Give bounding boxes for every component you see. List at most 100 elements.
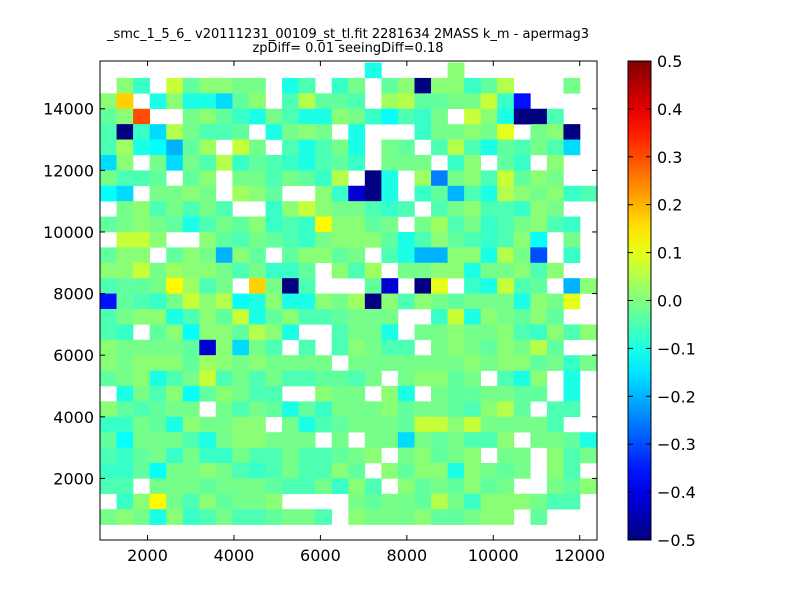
heatmap-cell <box>216 294 233 310</box>
heatmap-cell <box>497 294 514 310</box>
heatmap-cell <box>481 140 498 156</box>
heatmap-cell <box>282 309 299 325</box>
heatmap-cell <box>216 386 233 402</box>
heatmap-cell <box>249 109 266 125</box>
heatmap-cell <box>348 124 365 140</box>
heatmap-cell <box>381 217 398 233</box>
heatmap-cell <box>332 186 349 202</box>
heatmap-cell <box>282 170 299 186</box>
heatmap-cell <box>117 448 134 464</box>
heatmap-cell <box>183 278 200 294</box>
heatmap-cell <box>100 294 117 310</box>
heatmap-cell <box>299 309 316 325</box>
heatmap-cell <box>497 140 514 156</box>
heatmap-cell <box>464 294 481 310</box>
heatmap-cell <box>414 463 431 479</box>
heatmap-cell <box>497 309 514 325</box>
heatmap-cell <box>266 324 283 340</box>
heatmap-cell <box>464 448 481 464</box>
heatmap-cell <box>431 140 448 156</box>
heatmap-cell <box>100 186 117 202</box>
heatmap-cell <box>497 463 514 479</box>
heatmap-cell <box>381 324 398 340</box>
heatmap-cell <box>547 417 564 433</box>
heatmap-cell <box>299 247 316 263</box>
heatmap-cell <box>249 217 266 233</box>
heatmap-cell <box>266 463 283 479</box>
heatmap-cell <box>100 124 117 140</box>
heatmap-cell <box>216 93 233 109</box>
heatmap-cell <box>100 324 117 340</box>
heatmap-cell <box>530 263 547 279</box>
heatmap-cell <box>100 109 117 125</box>
heatmap-cell <box>199 478 216 494</box>
heatmap-cell <box>414 217 431 233</box>
heatmap-cell <box>266 401 283 417</box>
heatmap-cell <box>249 78 266 94</box>
heatmap-cell <box>431 124 448 140</box>
heatmap-cell <box>183 448 200 464</box>
heatmap-cell <box>448 155 465 171</box>
heatmap-cell <box>530 324 547 340</box>
heatmap-cell <box>133 371 150 387</box>
heatmap-cell <box>183 386 200 402</box>
heatmap-cell <box>431 509 448 525</box>
heatmap-cell <box>249 478 266 494</box>
heatmap-cell <box>514 109 531 125</box>
heatmap-cell <box>266 170 283 186</box>
heatmap-cell <box>249 340 266 356</box>
heatmap-cell <box>299 232 316 248</box>
heatmap-cell <box>282 401 299 417</box>
heatmap-cell <box>448 417 465 433</box>
heatmap-cell <box>282 371 299 387</box>
heatmap-cell <box>398 401 415 417</box>
heatmap-cell <box>232 232 249 248</box>
heatmap-cell <box>133 201 150 217</box>
heatmap-cell <box>514 340 531 356</box>
heatmap-cell <box>448 494 465 510</box>
heatmap-cell <box>497 247 514 263</box>
heatmap-cell <box>266 371 283 387</box>
heatmap-cell <box>348 294 365 310</box>
heatmap-cell <box>150 309 167 325</box>
heatmap-cell <box>348 217 365 233</box>
heatmap-cell <box>381 294 398 310</box>
heatmap-cell <box>464 355 481 371</box>
heatmap-cell <box>249 309 266 325</box>
heatmap-cell <box>232 355 249 371</box>
heatmap-cell <box>563 386 580 402</box>
heatmap-cell <box>381 463 398 479</box>
heatmap-cell <box>431 340 448 356</box>
heatmap-cell <box>299 417 316 433</box>
heatmap-cell <box>381 432 398 448</box>
heatmap-cell <box>315 386 332 402</box>
heatmap-cell <box>365 324 382 340</box>
heatmap-cell <box>133 432 150 448</box>
heatmap-cell <box>514 93 531 109</box>
heatmap-cell <box>232 478 249 494</box>
heatmap-cell <box>216 448 233 464</box>
heatmap-cell <box>249 155 266 171</box>
heatmap-cell <box>365 186 382 202</box>
heatmap-cell <box>199 278 216 294</box>
heatmap-cell <box>563 78 580 94</box>
y-tick-label: 6000 <box>53 346 94 365</box>
heatmap-cell <box>381 494 398 510</box>
heatmap-cell <box>150 93 167 109</box>
heatmap-cell <box>530 340 547 356</box>
heatmap-cell <box>266 478 283 494</box>
heatmap-cell <box>431 247 448 263</box>
colorbar-tick-label: −0.1 <box>657 339 696 358</box>
heatmap-cell <box>232 463 249 479</box>
heatmap-cell <box>117 340 134 356</box>
heatmap-cell <box>266 432 283 448</box>
heatmap-cell <box>497 217 514 233</box>
heatmap-cell <box>448 324 465 340</box>
heatmap-cell <box>249 247 266 263</box>
heatmap-cell <box>563 432 580 448</box>
y-tick-label: 2000 <box>53 469 94 488</box>
heatmap-cell <box>299 355 316 371</box>
heatmap-cell <box>117 247 134 263</box>
heatmap-cell <box>133 247 150 263</box>
heatmap-cell <box>332 201 349 217</box>
